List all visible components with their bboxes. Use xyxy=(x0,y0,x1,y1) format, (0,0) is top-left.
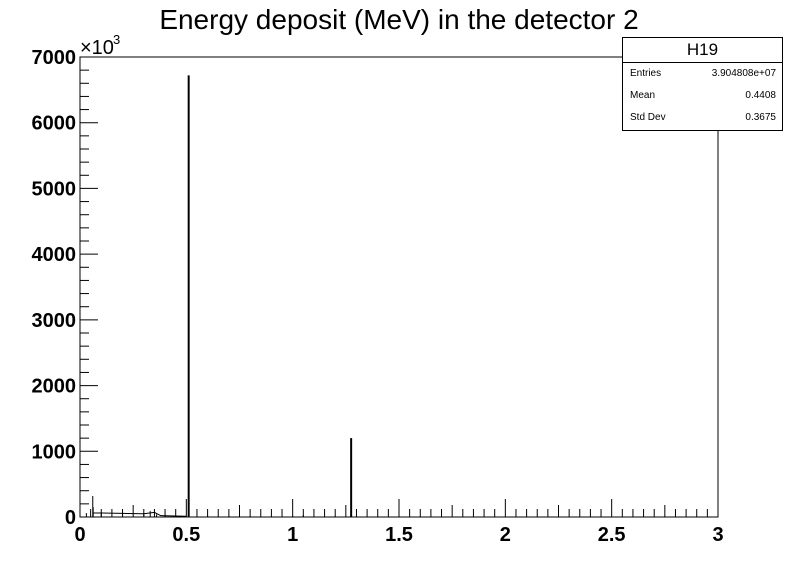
y-tick-label: 1000 xyxy=(32,441,77,463)
x-tick-label: 0 xyxy=(74,524,85,546)
stats-entries-label: Entries xyxy=(630,68,662,79)
x-tick-label: 1 xyxy=(287,524,298,546)
chart-title: Energy deposit (MeV) in the detector 2 xyxy=(159,4,639,35)
y-tick-label: 3000 xyxy=(32,310,77,332)
y-tick-label: 2000 xyxy=(32,376,77,398)
stats-stddev-value: 0.3675 xyxy=(745,112,776,123)
x-tick-label: 0.5 xyxy=(172,524,200,546)
histogram-continuum xyxy=(92,511,187,517)
y-axis: 0 1000 2000 3000 4000 5000 6000 7000 xyxy=(32,47,98,529)
y-multiplier: ×10 xyxy=(80,37,114,59)
x-tick-label: 2.5 xyxy=(598,524,626,546)
stats-histogram-name: H19 xyxy=(623,38,782,63)
y-tick-label: 6000 xyxy=(32,113,77,135)
y-tick-label: 5000 xyxy=(32,178,77,200)
y-tick-label: 0 xyxy=(65,507,76,529)
stats-stddev-label: Std Dev xyxy=(630,112,666,123)
x-tick-label: 3 xyxy=(712,524,723,546)
histogram-series xyxy=(85,75,698,517)
stats-stddev-row: Std Dev 0.3675 xyxy=(623,107,782,129)
x-tick-label: 2 xyxy=(500,524,511,546)
stats-box: H19 Entries 3.904808e+07 Mean 0.4408 Std… xyxy=(622,37,783,131)
stats-mean-row: Mean 0.4408 xyxy=(623,85,782,107)
y-tick-label: 7000 xyxy=(32,47,77,69)
stats-mean-value: 0.4408 xyxy=(745,90,776,101)
stats-mean-label: Mean xyxy=(630,90,656,101)
y-tick-label: 4000 xyxy=(32,244,77,266)
stats-entries-row: Entries 3.904808e+07 xyxy=(623,63,782,85)
y-multiplier-exponent: 3 xyxy=(113,32,120,47)
stats-entries-value: 3.904808e+07 xyxy=(711,68,776,79)
x-axis: 0 0.5 1 1.5 2 2.5 3 xyxy=(74,499,724,546)
x-tick-label: 1.5 xyxy=(385,524,413,546)
